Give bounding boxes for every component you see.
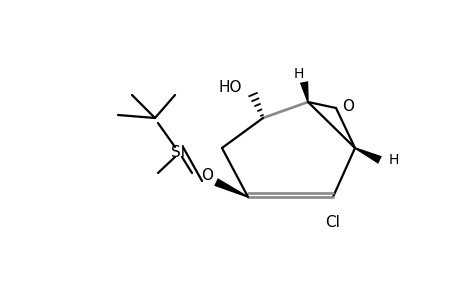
Text: HO: HO [218, 80, 241, 94]
Text: H: H [293, 67, 303, 81]
Text: Si: Si [171, 145, 185, 160]
Text: O: O [341, 98, 353, 113]
Text: Cl: Cl [325, 215, 340, 230]
Text: H: H [388, 153, 398, 167]
Polygon shape [299, 81, 308, 102]
Polygon shape [214, 178, 248, 198]
Polygon shape [354, 147, 381, 164]
Text: O: O [201, 169, 213, 184]
